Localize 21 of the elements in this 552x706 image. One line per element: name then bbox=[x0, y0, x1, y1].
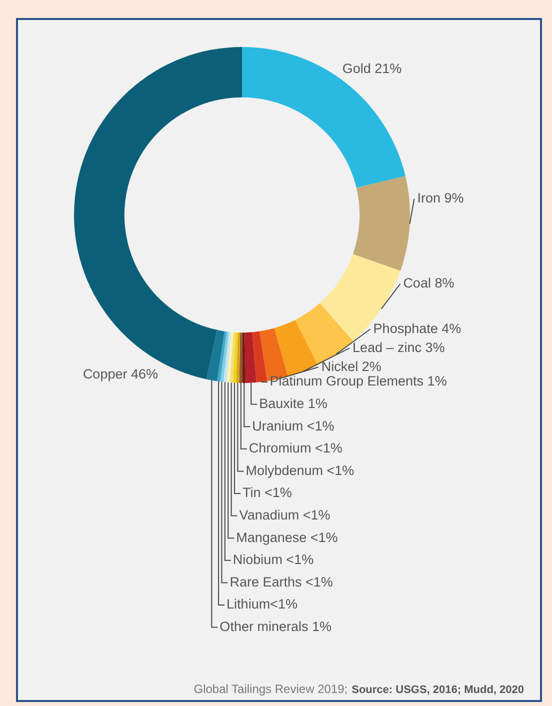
slice-label: Gold 21% bbox=[342, 61, 402, 76]
slice-label: Niobium <1% bbox=[232, 552, 314, 568]
slice-label: Lithium<1% bbox=[226, 596, 298, 612]
slice-label: Copper 46% bbox=[82, 366, 158, 382]
source-note: Source: USGS, 2016; Mudd, 2020 bbox=[352, 684, 524, 696]
slice-label: Coal 8% bbox=[403, 276, 454, 291]
slice-label: Phosphate 4% bbox=[373, 320, 462, 336]
slice-label: Tin <1% bbox=[242, 485, 292, 500]
slice-label: Rare Earths <1% bbox=[230, 574, 333, 590]
slice-label: Chromium <1% bbox=[248, 440, 342, 456]
slice-label: Bauxite 1% bbox=[259, 396, 328, 412]
slice-label: Vanadium <1% bbox=[239, 508, 330, 523]
slice-label: Nickel 2% bbox=[321, 358, 382, 374]
slice-label: Platinum Group Elements 1% bbox=[270, 374, 447, 389]
text: Global Tailings Review 2019; bbox=[194, 682, 348, 696]
slice-label: Iron 9% bbox=[417, 190, 464, 206]
slice-label: Molybdenum <1% bbox=[246, 462, 354, 478]
slice-label: Uranium <1% bbox=[252, 418, 334, 434]
slice-label: Manganese <1% bbox=[236, 530, 338, 545]
slice-label: Other minerals 1% bbox=[220, 619, 332, 634]
slice-label: Lead – zinc 3% bbox=[352, 340, 445, 355]
